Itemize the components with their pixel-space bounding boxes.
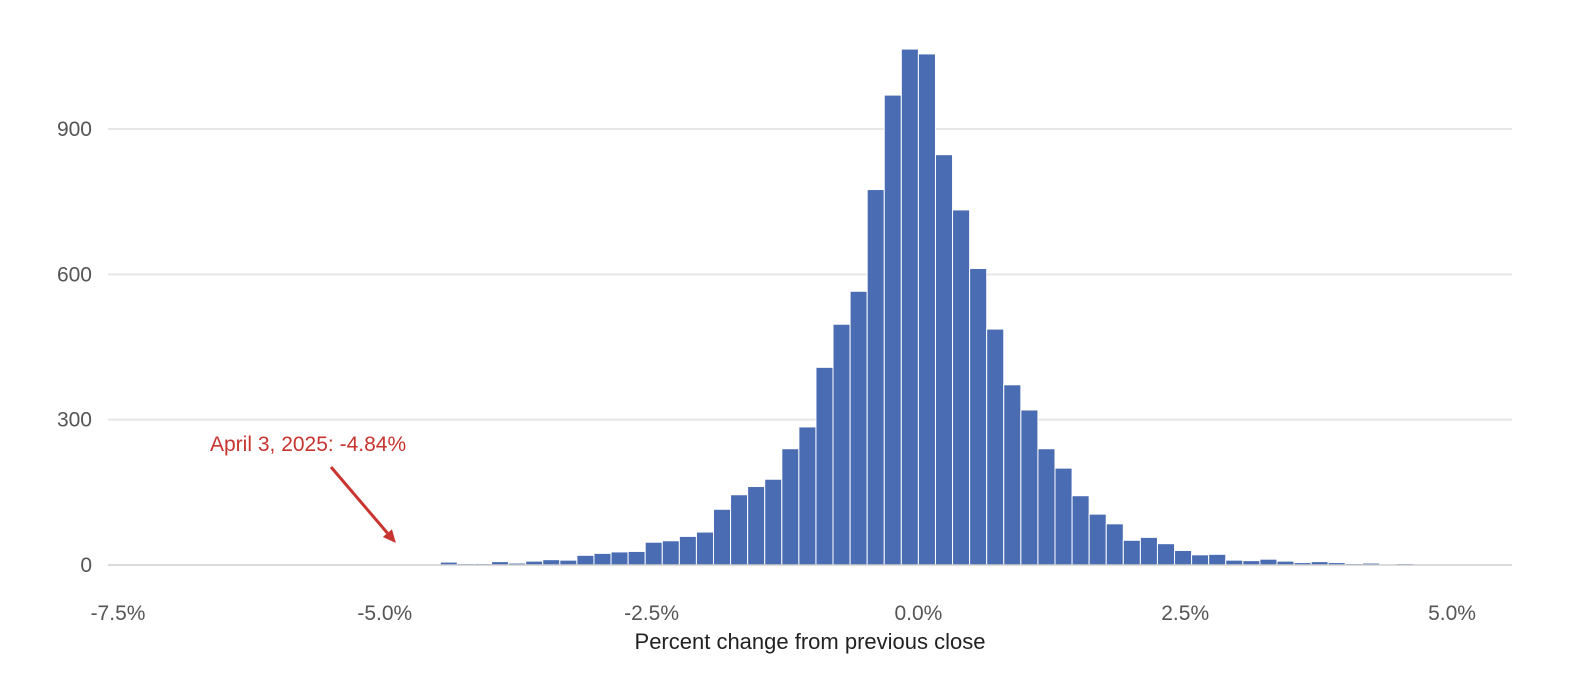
histogram-bar <box>695 531 714 566</box>
y-tick-label: 900 <box>57 118 92 141</box>
histogram-bar <box>1054 467 1073 566</box>
histogram-bar <box>849 290 868 566</box>
x-axis-ticks: -7.5% -5.0% -2.5% 0.0% 2.5% 5.0% <box>91 602 1476 625</box>
histogram-bar <box>644 541 663 566</box>
histogram-bar <box>1156 543 1176 566</box>
histogram-bar <box>1208 553 1227 566</box>
x-tick-label: 5.0% <box>1428 602 1476 625</box>
histogram-bar <box>1174 549 1193 566</box>
histogram-bar <box>917 53 936 566</box>
annotation-arrow-line <box>329 466 389 535</box>
histogram-bar <box>712 508 732 566</box>
histogram-bar <box>1071 495 1090 566</box>
histogram-bar <box>542 559 561 566</box>
histogram-bar <box>1020 409 1039 566</box>
histogram-bar <box>866 189 885 566</box>
histogram-bar <box>730 494 749 566</box>
histogram-bar <box>764 478 783 566</box>
histogram-bar <box>969 268 988 566</box>
x-axis-title: Percent change from previous close <box>635 629 986 654</box>
histogram-bar <box>627 550 646 566</box>
y-axis-ticks: 0 300 600 900 <box>57 118 92 577</box>
histogram-bar <box>1139 536 1158 566</box>
histogram-bar <box>576 554 595 566</box>
y-tick-label: 300 <box>57 409 92 432</box>
histogram-bar <box>798 426 817 566</box>
histogram-bar <box>593 552 612 566</box>
histogram-bar <box>900 48 919 566</box>
histogram-bar <box>986 328 1005 566</box>
histogram-bar <box>1259 558 1278 566</box>
histogram-bar <box>747 486 766 566</box>
x-tick-label: 0.0% <box>894 602 942 625</box>
histogram-bars <box>183 48 1466 566</box>
histogram-bar <box>934 154 954 566</box>
histogram-bar <box>1003 384 1022 566</box>
gridlines <box>108 128 1512 421</box>
histogram-bar <box>661 540 680 566</box>
y-tick-label: 0 <box>80 554 92 577</box>
annotation: April 3, 2025: -4.84% <box>210 433 406 543</box>
annotation-arrow-head <box>382 529 396 543</box>
x-tick-label: -2.5% <box>624 602 679 625</box>
histogram-bar <box>1122 539 1141 566</box>
x-tick-label: -5.0% <box>357 602 412 625</box>
histogram-bar <box>781 448 800 566</box>
histogram-bar <box>832 323 851 566</box>
histogram-bar <box>952 209 971 566</box>
y-tick-label: 600 <box>57 263 92 286</box>
x-tick-label: 2.5% <box>1161 602 1209 625</box>
histogram-bar <box>1105 523 1124 566</box>
histogram-bar <box>1191 554 1210 566</box>
histogram-bar <box>610 551 629 566</box>
histogram-bar <box>678 535 697 566</box>
histogram-bar <box>1037 448 1056 566</box>
histogram-bar <box>1088 513 1107 566</box>
annotation-label: April 3, 2025: -4.84% <box>210 433 406 456</box>
histogram-bar <box>815 366 834 566</box>
histogram-bar <box>883 94 902 566</box>
x-tick-label: -7.5% <box>91 602 146 625</box>
